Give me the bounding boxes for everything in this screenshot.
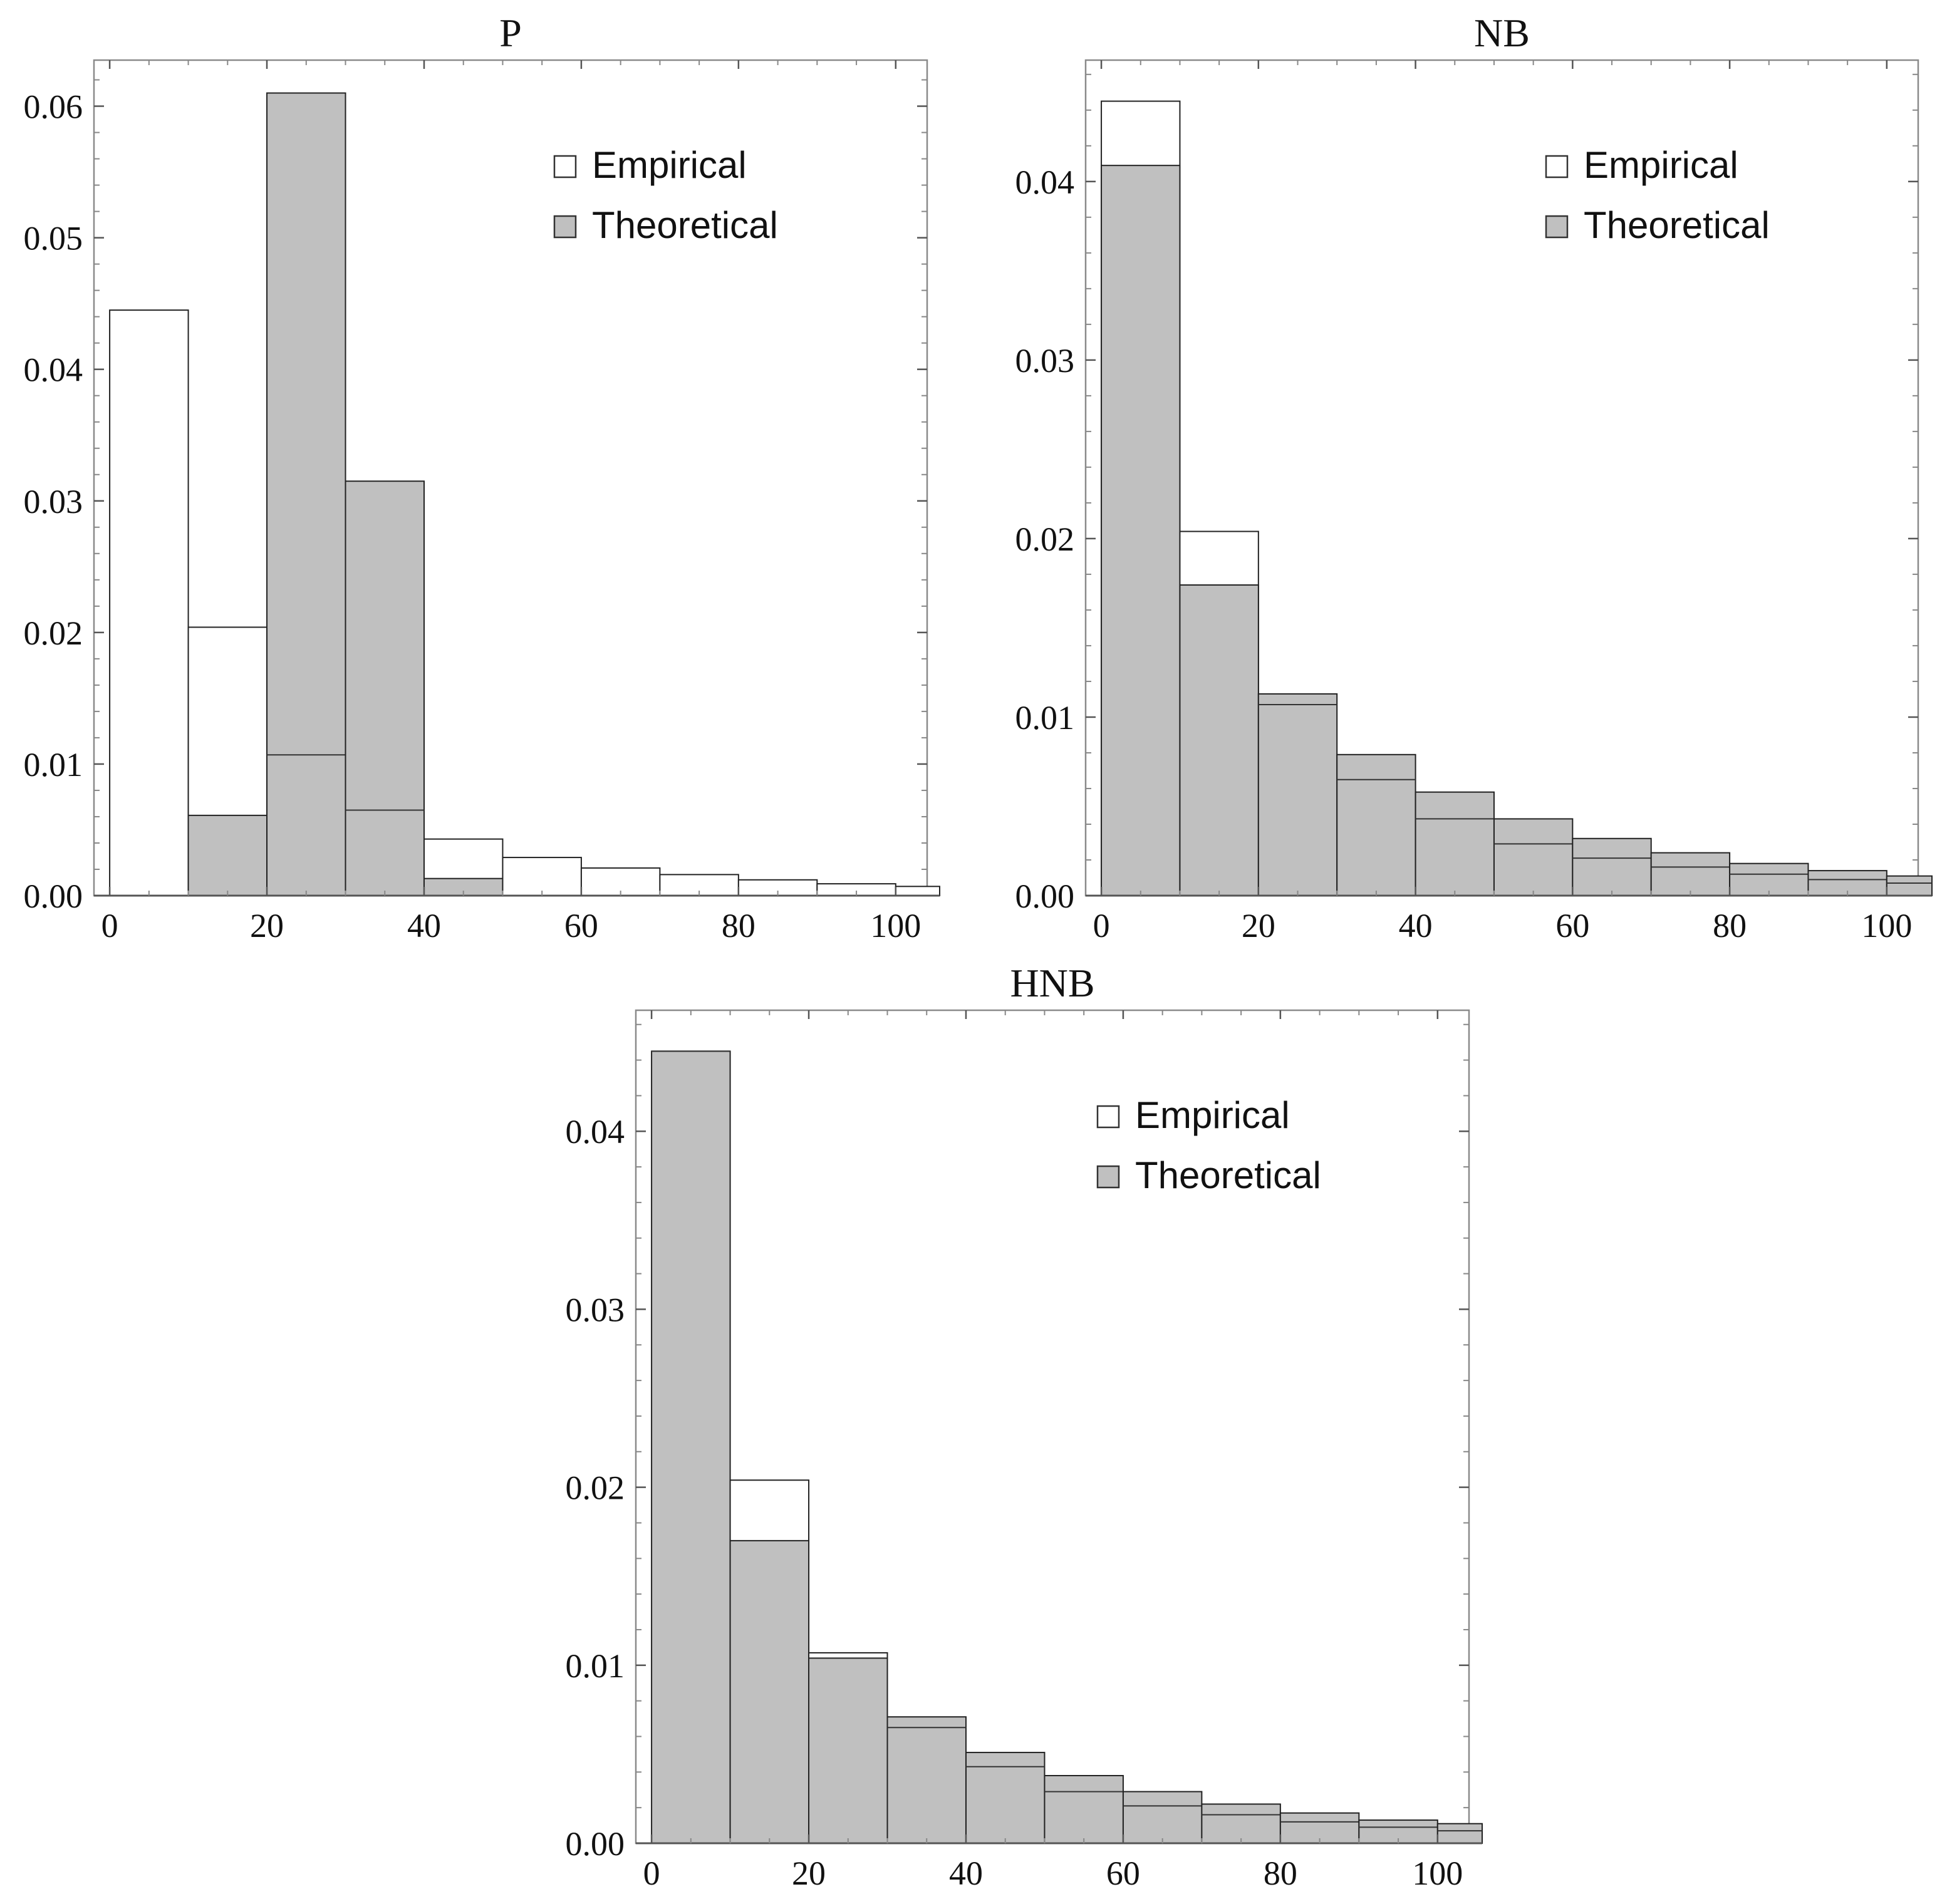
x-tick-label: 60 <box>1106 1855 1140 1892</box>
y-tick-label: 0.00 <box>566 1825 625 1863</box>
legend: Empirical Theoretical <box>1545 144 1770 246</box>
theoretical-bar <box>187 814 268 896</box>
legend-swatch-empirical <box>1096 1105 1120 1129</box>
theoretical-bar <box>1415 791 1495 896</box>
theoretical-bar <box>1101 165 1181 897</box>
theoretical-bar <box>1729 862 1809 896</box>
x-tick-label: 20 <box>250 907 284 944</box>
legend-label-theoretical: Theoretical <box>1135 1154 1321 1196</box>
chart-title: P <box>499 11 522 55</box>
x-tick-label: 80 <box>1713 907 1747 944</box>
chart-nb: 0 20 40 60 80 100 0.00 0.01 0.02 0.03 0.04 NB Empiri… <box>1015 11 1933 944</box>
legend-label-empirical: Empirical <box>592 144 747 186</box>
x-tick-label: 100 <box>1412 1855 1463 1892</box>
theoretical-bar <box>1179 584 1259 896</box>
legend-label-theoretical: Theoretical <box>592 204 778 246</box>
y-tick-label: 0.01 <box>24 746 83 784</box>
empirical-bar <box>502 857 582 896</box>
theoretical-bar <box>651 1050 731 1844</box>
x-tick-label: 40 <box>407 907 441 944</box>
theoretical-bar <box>1650 852 1731 896</box>
x-tick-label: 100 <box>870 907 921 944</box>
theoretical-bar <box>1436 1823 1483 1844</box>
y-tick-label: 0.02 <box>1015 520 1075 558</box>
theoretical-bar <box>886 1716 967 1844</box>
x-tick-label: 80 <box>722 907 755 944</box>
legend-swatch-theoretical <box>1096 1165 1120 1189</box>
y-tick-label: 0.04 <box>1015 163 1075 201</box>
y-tick-label: 0.03 <box>24 483 83 520</box>
y-tick-label: 0.00 <box>24 877 83 915</box>
legend-swatch-empirical <box>1545 155 1569 178</box>
x-tick-label: 40 <box>1399 907 1433 944</box>
legend: Empirical Theoretical <box>553 144 778 246</box>
theoretical-bar <box>1257 693 1338 897</box>
y-tick-label: 0.02 <box>24 614 83 652</box>
theoretical-bar <box>1886 875 1933 896</box>
legend-swatch-theoretical <box>1545 215 1569 239</box>
legend: Empirical Theoretical <box>1096 1094 1321 1196</box>
empirical-bar <box>109 309 189 896</box>
x-tick-label: 0 <box>643 1855 660 1892</box>
x-tick-label: 60 <box>1555 907 1589 944</box>
legend-label-empirical: Empirical <box>1584 144 1738 186</box>
legend-swatch-theoretical <box>553 215 577 239</box>
y-tick-label: 0.06 <box>24 88 83 126</box>
y-tick-label: 0.01 <box>1015 699 1075 737</box>
legend-label-empirical: Empirical <box>1135 1094 1290 1136</box>
y-tick-label: 0.01 <box>566 1647 625 1685</box>
theoretical-bar <box>808 1657 888 1844</box>
theoretical-bar <box>729 1539 810 1844</box>
chart-title: NB <box>1474 11 1530 55</box>
y-tick-label: 0.00 <box>1015 877 1075 915</box>
theoretical-bar <box>1336 753 1416 897</box>
theoretical-bar <box>1201 1803 1281 1844</box>
theoretical-bar <box>1122 1791 1203 1844</box>
chart-title: HNB <box>1010 961 1094 1005</box>
x-tick-label: 0 <box>1093 907 1110 944</box>
x-tick-label: 100 <box>1861 907 1912 944</box>
legend-label-theoretical: Theoretical <box>1584 204 1770 246</box>
x-tick-label: 80 <box>1264 1855 1297 1892</box>
theoretical-bar <box>1493 818 1574 897</box>
y-tick-label: 0.02 <box>566 1469 625 1507</box>
legend-swatch-empirical <box>553 155 577 178</box>
y-tick-label: 0.04 <box>24 351 83 389</box>
y-tick-label: 0.05 <box>24 220 83 257</box>
chart-hnb: 0 20 40 60 80 100 0.00 0.01 0.02 0.03 0.04 HNB Empir… <box>566 961 1483 1892</box>
x-tick-label: 40 <box>949 1855 983 1892</box>
x-tick-label: 20 <box>792 1855 826 1892</box>
x-tick-label: 0 <box>101 907 118 944</box>
y-tick-label: 0.04 <box>566 1113 625 1151</box>
theoretical-bar <box>266 92 346 897</box>
x-tick-label: 60 <box>564 907 598 944</box>
x-tick-label: 20 <box>1242 907 1275 944</box>
theoretical-bar <box>1044 1775 1124 1844</box>
y-tick-label: 0.03 <box>566 1291 625 1328</box>
theoretical-bar <box>345 480 425 896</box>
y-tick-label: 0.03 <box>1015 342 1075 380</box>
empirical-bar <box>895 886 940 896</box>
chart-p: 0 20 40 60 80 100 0.00 0.01 0.02 0.03 0.04 0.05 0.06… <box>24 11 940 944</box>
theoretical-bar <box>1572 837 1652 897</box>
